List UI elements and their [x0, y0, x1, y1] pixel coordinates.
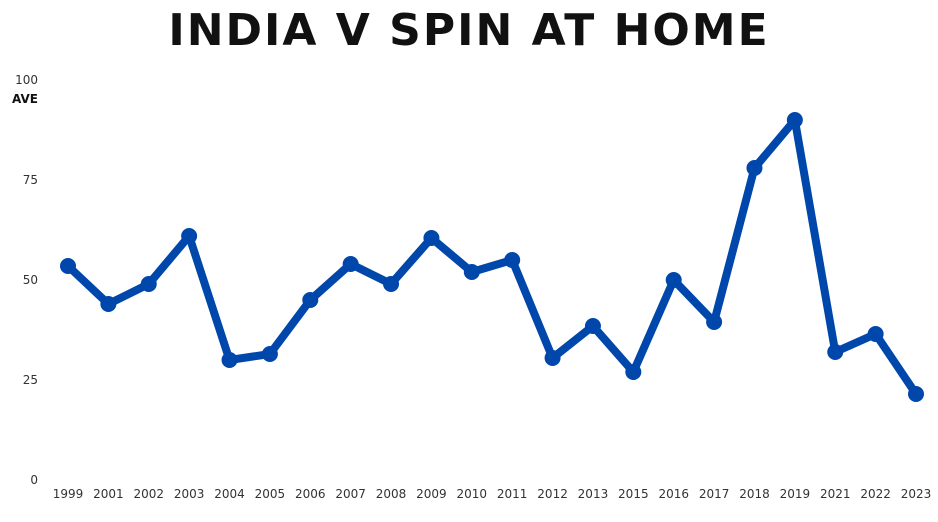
y-tick-label: 100	[15, 73, 38, 87]
data-point	[423, 230, 440, 246]
data-point	[463, 264, 480, 280]
data-point	[60, 258, 76, 274]
y-axis: 0 25 50 75 100	[15, 73, 38, 487]
x-tick-label: 1999	[53, 487, 84, 501]
data-point	[181, 228, 198, 244]
x-tick-label: 2011	[497, 487, 528, 501]
x-tick-label: 2010	[457, 487, 488, 501]
x-tick-label: 2007	[335, 487, 366, 501]
x-tick-label: 2019	[780, 487, 811, 501]
x-tick-label: 2005	[255, 487, 286, 501]
data-point	[706, 314, 723, 330]
data-point	[908, 386, 924, 402]
x-tick-label: 2008	[376, 487, 407, 501]
data-point	[100, 296, 117, 312]
y-tick-label: 50	[23, 273, 38, 287]
x-tick-label: 2018	[739, 487, 770, 501]
x-tick-label: 2016	[658, 487, 689, 501]
x-tick-label: 2012	[537, 487, 568, 501]
data-point	[665, 272, 682, 288]
series-line	[64, 116, 920, 398]
x-tick-label: 2009	[416, 487, 447, 501]
data-point	[302, 292, 319, 308]
data-point	[342, 256, 359, 272]
x-tick-label: 2015	[618, 487, 649, 501]
x-tick-label: 2022	[860, 487, 891, 501]
series-ave	[60, 112, 924, 402]
y-tick-label: 75	[23, 173, 38, 187]
data-point	[383, 276, 400, 292]
chart-title: INDIA V SPIN AT HOME	[168, 5, 770, 56]
data-point	[504, 252, 521, 268]
y-axis-label: AVE	[12, 92, 38, 106]
x-axis: 1999 2001 2002 2003 2004 2005 2006 2007 2008 2009…	[53, 487, 932, 501]
data-point	[867, 326, 884, 342]
y-tick-label: 25	[23, 373, 38, 387]
y-tick-label: 0	[30, 473, 38, 487]
x-tick-label: 2023	[901, 487, 932, 501]
x-tick-label: 2006	[295, 487, 326, 501]
x-tick-label: 2021	[820, 487, 851, 501]
data-point	[827, 344, 844, 360]
data-point	[221, 352, 238, 368]
x-tick-label: 2001	[93, 487, 124, 501]
data-point	[625, 364, 642, 380]
data-point	[261, 346, 278, 362]
data-point	[746, 160, 763, 176]
x-tick-label: 2017	[699, 487, 730, 501]
data-point	[786, 112, 803, 128]
data-point	[544, 350, 561, 366]
x-tick-label: 2004	[214, 487, 245, 501]
x-tick-label: 2002	[133, 487, 164, 501]
data-point	[584, 318, 601, 334]
data-point	[140, 276, 157, 292]
x-tick-label: 2013	[578, 487, 609, 501]
x-tick-label: 2003	[174, 487, 205, 501]
